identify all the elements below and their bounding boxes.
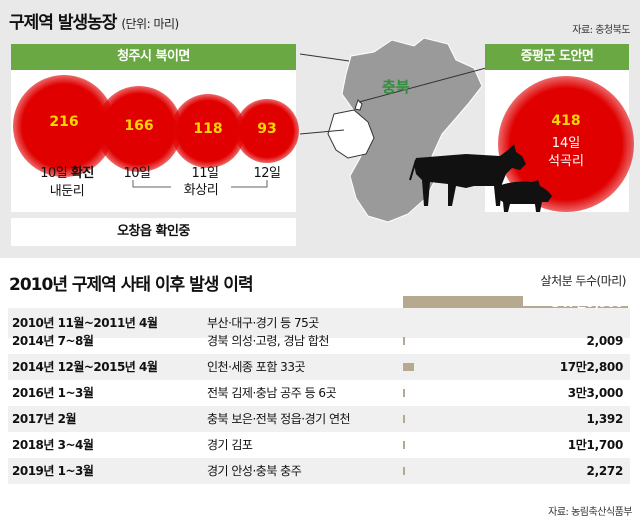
- note-box: 오창읍 확인중: [11, 218, 296, 246]
- value-cell: 3만3,000: [567, 386, 624, 400]
- bar: [403, 389, 405, 397]
- place-cell: 경기 김포: [207, 438, 253, 452]
- value-cell: 1만1,700: [567, 438, 624, 452]
- farm-count: 166: [124, 118, 154, 134]
- farm-blob-4: 93: [235, 99, 299, 163]
- page-title: 구제역 발생농장 (단위: 마리): [9, 13, 179, 33]
- table-row: 2017년 2월 충북 보은·전북 정읍·경기 연천 1,392: [8, 406, 630, 432]
- farm-village: 석곡리: [548, 154, 584, 169]
- table-row: 2019년 1~3월 경기 안성·충북 충주 2,272: [8, 458, 630, 484]
- bar: [403, 363, 414, 371]
- farm-date-1: 10일 확진: [40, 166, 94, 181]
- bar: [403, 415, 405, 423]
- history-title: 2010년 구제역 사태 이후 발생 이력: [9, 275, 254, 295]
- place-cell: 부산·대구·경기 등 75곳: [207, 316, 319, 330]
- value-cell: 2,009: [586, 334, 624, 348]
- chungbuk-map: 충북: [299, 38, 487, 223]
- period-cell: 2014년 7~8월: [12, 334, 94, 348]
- bar: [403, 337, 405, 345]
- table-row: 2010년 11월~2011년 4월 부산·대구·경기 등 75곳 347만9,90…: [8, 296, 630, 338]
- period-cell: 2016년 1~3월: [12, 386, 94, 400]
- farm-date-2: 10일: [123, 166, 151, 181]
- outbreak-section: 구제역 발생농장 (단위: 마리) 자료: 충청북도 청주시 북이면 216 1…: [0, 0, 640, 258]
- period-cell: 2010년 11월~2011년 4월: [12, 316, 158, 330]
- source-label: 자료: 충청북도: [572, 25, 630, 36]
- group-bracket: [132, 180, 268, 188]
- farm-count: 216: [49, 114, 79, 130]
- period-cell: 2014년 12월~2015년 4월: [12, 360, 158, 374]
- bar: [403, 467, 405, 475]
- period-cell: 2018년 3~4월: [12, 438, 94, 452]
- table-row: 2014년 12월~2015년 4월 인천·세종 포함 33곳 17만2,800: [8, 354, 630, 380]
- cheongju-panel: 청주시 북이면 216 166 118 93 10일 확진 내둔리 10일 11…: [11, 44, 299, 212]
- period-cell: 2019년 1~3월: [12, 464, 94, 478]
- table-row: 2014년 7~8월 경북 의성·고령, 경남 합천 2,009: [8, 328, 630, 354]
- panel-title: 증평군 도안면: [485, 44, 629, 70]
- farm-count: 93: [257, 121, 277, 137]
- farm-date: 14일: [551, 136, 581, 151]
- map-region-label: 충북: [382, 78, 410, 96]
- place-cell: 전북 김제·충남 공주 등 6곳: [207, 386, 337, 400]
- table-row: 2016년 1~3월 전북 김제·충남 공주 등 6곳 3만3,000: [8, 380, 630, 406]
- history-source: 자료: 농림축산식품부: [548, 507, 632, 518]
- pig-icon: [496, 180, 552, 212]
- value-cell: 2,272: [586, 464, 624, 478]
- farm-count: 118: [193, 121, 223, 137]
- farm-date-4: 12일: [253, 166, 281, 181]
- panel-title: 청주시 북이면: [11, 44, 296, 70]
- table-row: 2018년 3~4월 경기 김포 1만1,700: [8, 432, 630, 458]
- farm-count: 418: [551, 113, 581, 129]
- period-cell: 2017년 2월: [12, 412, 77, 426]
- farm-date-3: 11일: [191, 166, 219, 181]
- group-village: 화상리: [183, 183, 219, 198]
- place-cell: 경북 의성·고령, 경남 합천: [207, 334, 329, 348]
- unit-label: (단위: 마리): [121, 17, 179, 31]
- place-cell: 인천·세종 포함 33곳: [207, 360, 306, 374]
- farm-blob-3: 118: [171, 94, 245, 168]
- value-cell: 17만2,800: [559, 360, 624, 374]
- column-header: 살처분 두수(마리): [540, 274, 627, 288]
- place-cell: 충북 보은·전북 정읍·경기 연천: [207, 412, 351, 426]
- value-cell: 1,392: [586, 412, 624, 426]
- farm-village-1: 내둔리: [49, 184, 85, 199]
- place-cell: 경기 안성·충북 충주: [207, 464, 302, 478]
- value-cell: 347만9,900: [551, 296, 624, 310]
- bar: [403, 441, 405, 449]
- farm-blob-2: 166: [96, 86, 182, 172]
